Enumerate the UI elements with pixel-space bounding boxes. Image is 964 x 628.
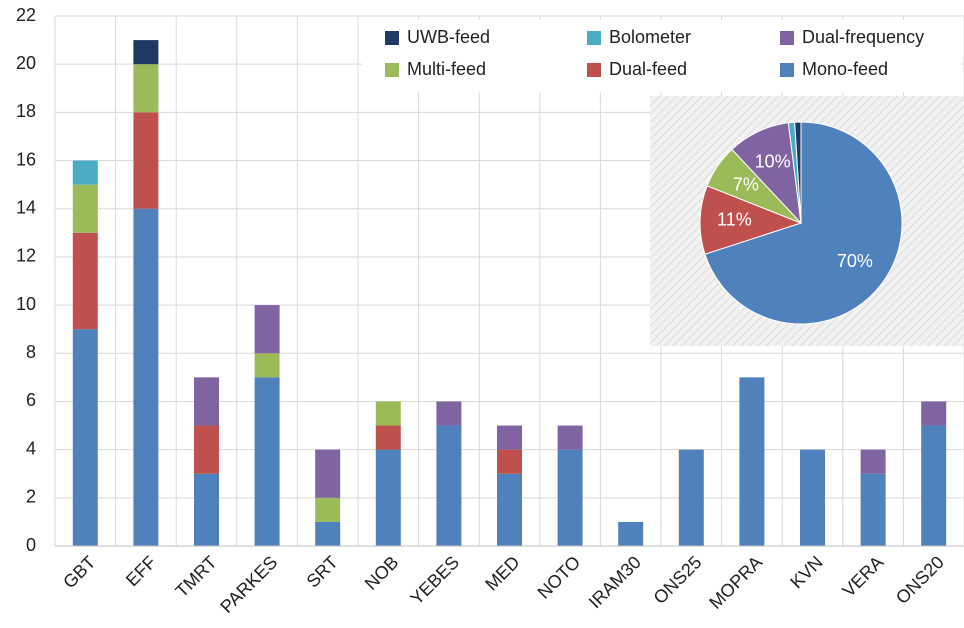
legend-swatch: [587, 31, 601, 45]
y-tick-label: 4: [26, 438, 36, 458]
bar-segment: [497, 425, 522, 450]
bar-segment: [860, 449, 886, 474]
y-tick-label: 18: [16, 101, 36, 121]
bar-segment: [375, 449, 401, 546]
bar-segment: [72, 232, 98, 330]
bar-segment: [315, 497, 341, 522]
bar-segment: [497, 449, 522, 474]
y-tick-label: 2: [26, 487, 36, 507]
y-tick-label: 22: [16, 5, 36, 25]
legend-box: [362, 20, 962, 92]
x-tick-label: VERA: [838, 552, 887, 601]
bar-segment: [133, 208, 159, 546]
pie-label: 70%: [837, 251, 873, 271]
legend-label: Multi-feed: [407, 59, 486, 79]
y-tick-label: 12: [16, 246, 36, 266]
pie-slice: [704, 121, 903, 325]
bar-segment: [72, 329, 98, 546]
bar-segment: [375, 425, 401, 450]
x-tick-label: NOB: [361, 552, 403, 594]
bar-segment: [860, 473, 886, 546]
x-tick-label: GBT: [59, 552, 99, 592]
x-tick-label: ONS20: [892, 552, 948, 608]
bar-segment: [618, 521, 644, 546]
y-tick-label: 6: [26, 390, 36, 410]
x-tick-label: MOPRA: [705, 552, 766, 613]
legend-label: Dual-frequency: [802, 27, 924, 47]
legend-swatch: [587, 63, 601, 77]
bar-segment: [194, 425, 219, 474]
x-tick-label: IRAM30: [585, 552, 645, 612]
bar-segment: [921, 401, 947, 426]
bar-segment: [72, 160, 98, 185]
legend: UWB-feed Bolometer Dual-frequency Multi-fee…: [362, 20, 962, 92]
bar-segment: [557, 425, 583, 450]
pie-label: 11%: [717, 210, 752, 230]
y-tick-label: 8: [26, 342, 36, 362]
y-tick-label: 14: [16, 197, 36, 217]
x-tick-label: NOTO: [534, 552, 585, 603]
x-tick-label: KVN: [786, 552, 826, 592]
bar-segment: [678, 449, 704, 546]
bar-segment: [436, 401, 462, 426]
legend-label: Mono-feed: [802, 59, 888, 79]
bar-segment: [800, 449, 825, 546]
bar-segment: [315, 521, 341, 546]
x-tick-label: TMRT: [171, 552, 220, 601]
bar-segment: [254, 353, 280, 378]
pie-label: 10%: [755, 151, 791, 171]
bar-segment: [72, 184, 98, 233]
x-tick-label: EFF: [122, 552, 160, 590]
pie-inset: 70% 11% 7% 10%: [650, 96, 964, 346]
y-tick-label: 10: [16, 294, 36, 314]
bar-segment: [133, 64, 159, 113]
legend-label: Bolometer: [609, 27, 691, 47]
x-tick-label: PARKES: [216, 552, 281, 617]
legend-label: Dual-feed: [609, 59, 687, 79]
legend-swatch: [385, 63, 399, 77]
bar-segment: [557, 449, 583, 546]
y-tick-label: 16: [16, 149, 36, 169]
legend-swatch: [780, 31, 794, 45]
bar-segment: [194, 473, 219, 546]
bar-segment: [315, 449, 341, 498]
bar-segment: [254, 305, 280, 354]
bar-segment: [133, 112, 159, 209]
bar-segment: [254, 377, 280, 546]
bar-segment: [133, 40, 159, 65]
legend-swatch: [780, 63, 794, 77]
x-tick-label: ONS25: [650, 552, 706, 608]
y-tick-label: 20: [16, 53, 36, 73]
x-tick-label: YEBES: [406, 552, 463, 609]
bar-segment: [739, 377, 765, 546]
bar-segment: [497, 473, 522, 546]
legend-swatch: [385, 31, 399, 45]
pie-slice: [794, 121, 802, 224]
y-tick-label: 0: [26, 535, 36, 555]
pie-label: 7%: [733, 174, 759, 194]
bar-segment: [194, 377, 219, 426]
bar-segment: [921, 425, 947, 546]
x-tick-label: SRT: [303, 552, 342, 591]
bar-segment: [375, 401, 401, 426]
legend-label: UWB-feed: [407, 27, 490, 47]
bar-segment: [436, 425, 462, 546]
pie-slice: [699, 185, 803, 255]
x-tick-label: MED: [481, 552, 523, 594]
